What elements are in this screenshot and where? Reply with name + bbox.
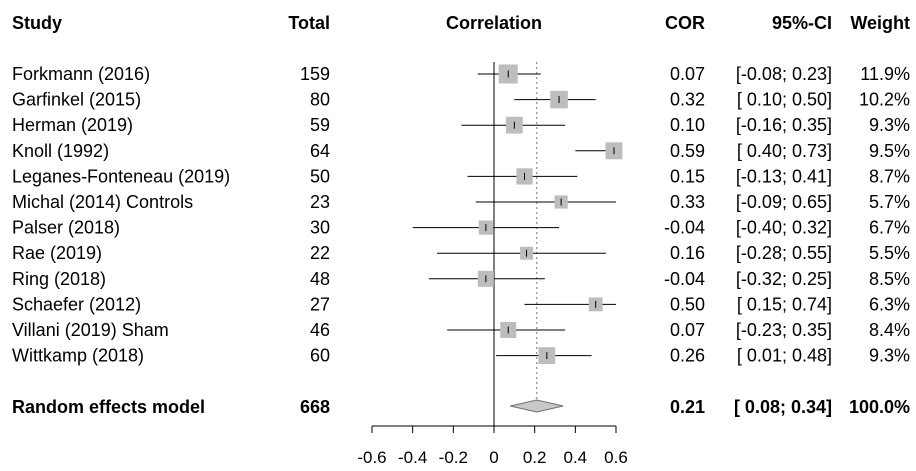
study-cor: -0.04 [664, 218, 705, 238]
study-weight: 10.2% [859, 90, 910, 110]
study-ci: [ 0.15; 0.74] [737, 294, 832, 314]
summary-ci: [ 0.08; 0.34] [734, 397, 832, 417]
study-row: Garfinkel (2015) 80 0.32 [ 0.10; 0.50] 10.2% [12, 90, 910, 110]
study-ci: [ 0.10; 0.50] [737, 90, 832, 110]
x-tick-label: 0.6 [604, 448, 628, 467]
study-ci: [-0.40; 0.32] [736, 218, 832, 238]
study-total: 80 [310, 90, 330, 110]
study-ci: [-0.08; 0.23] [736, 64, 832, 84]
study-name: Herman (2019) [12, 115, 133, 135]
study-cor: 0.26 [670, 346, 705, 366]
study-ci: [-0.32; 0.25] [736, 269, 832, 289]
study-cor: -0.04 [664, 269, 705, 289]
study-name: Garfinkel (2015) [12, 90, 141, 110]
study-cor: 0.15 [670, 166, 705, 186]
study-weight: 8.5% [869, 269, 910, 289]
study-weight: 5.7% [869, 192, 910, 212]
study-row: Wittkamp (2018) 60 0.26 [ 0.01; 0.48] 9.3% [12, 346, 910, 366]
study-name: Wittkamp (2018) [12, 346, 144, 366]
summary-cor: 0.21 [670, 397, 705, 417]
study-name: Leganes-Fonteneau (2019) [12, 166, 230, 186]
study-row: Leganes-Fonteneau (2019) 50 0.15 [-0.13; 0.… [12, 166, 910, 186]
x-axis: -0.6 -0.4 -0.2 0 0.2 0.4 0.6 [357, 425, 628, 467]
study-row: Palser (2018) 30 -0.04 [-0.40; 0.32] 6.7% [12, 218, 910, 238]
study-name: Ring (2018) [12, 269, 106, 289]
study-weight: 11.9% [860, 64, 910, 84]
study-name: Villani (2019) Sham [12, 320, 169, 340]
study-row: Michal (2014) Controls 23 0.33 [-0.09; 0.65… [12, 192, 910, 212]
study-total: 22 [310, 243, 330, 263]
summary-label: Random effects model [12, 397, 205, 417]
study-weight: 9.3% [869, 115, 910, 135]
study-ci: [-0.09; 0.65] [736, 192, 832, 212]
study-total: 46 [310, 320, 330, 340]
study-row: Ring (2018) 48 -0.04 [-0.32; 0.25] 8.5% [12, 269, 910, 289]
study-row: Knoll (1992) 64 0.59 [ 0.40; 0.73] 9.5% [12, 141, 910, 161]
study-weight: 8.4% [869, 320, 910, 340]
study-ci: [-0.16; 0.35] [736, 115, 832, 135]
study-weight: 6.3% [869, 294, 910, 314]
study-total: 48 [310, 269, 330, 289]
study-row: Schaefer (2012) 27 0.50 [ 0.15; 0.74] 6.3% [12, 294, 910, 314]
study-cor: 0.59 [670, 141, 705, 161]
header-correlation: Correlation [446, 13, 542, 33]
study-rows: Forkmann (2016) 159 0.07 [-0.08; 0.23] 11.9%… [12, 64, 910, 366]
summary-row: Random effects model 668 0.21 [ 0.08; 0.… [12, 397, 910, 417]
study-total: 60 [310, 346, 330, 366]
study-row: Rae (2019) 22 0.16 [-0.28; 0.55] 5.5% [12, 243, 910, 263]
header-weight: Weight [850, 13, 910, 33]
study-cor: 0.07 [670, 64, 705, 84]
study-weight: 8.7% [869, 166, 910, 186]
study-total: 27 [310, 294, 330, 314]
study-row: Forkmann (2016) 159 0.07 [-0.08; 0.23] 11.9% [12, 64, 910, 84]
study-name: Schaefer (2012) [12, 294, 141, 314]
study-name: Knoll (1992) [12, 141, 109, 161]
study-ci: [-0.23; 0.35] [736, 320, 832, 340]
study-ci: [ 0.01; 0.48] [737, 346, 832, 366]
study-cor: 0.10 [670, 115, 705, 135]
header-ci: 95%-CI [772, 13, 832, 33]
summary-total: 668 [300, 397, 330, 417]
study-cor: 0.50 [670, 294, 705, 314]
header-study: Study [12, 13, 62, 33]
header-cor: COR [665, 13, 705, 33]
study-weight: 6.7% [869, 218, 910, 238]
study-cor: 0.07 [670, 320, 705, 340]
summary-diamond [510, 399, 564, 413]
study-cor: 0.32 [670, 90, 705, 110]
study-total: 59 [310, 115, 330, 135]
study-total: 30 [310, 218, 330, 238]
study-name: Forkmann (2016) [12, 64, 150, 84]
x-tick-label: 0.4 [564, 448, 588, 467]
study-total: 64 [310, 141, 330, 161]
study-total: 23 [310, 192, 330, 212]
study-cor: 0.33 [670, 192, 705, 212]
study-name: Rae (2019) [12, 243, 102, 263]
study-weight: 9.3% [869, 346, 910, 366]
x-tick-label: -0.6 [357, 448, 386, 467]
study-total: 50 [310, 166, 330, 186]
x-tick-label: 0 [489, 448, 498, 467]
study-cor: 0.16 [670, 243, 705, 263]
x-tick-label: 0.2 [523, 448, 547, 467]
summary-weight: 100.0% [849, 397, 910, 417]
study-row: Herman (2019) 59 0.10 [-0.16; 0.35] 9.3% [12, 115, 910, 135]
study-weight: 9.5% [869, 141, 910, 161]
study-name: Michal (2014) Controls [12, 192, 193, 212]
header-total: Total [288, 13, 330, 33]
study-total: 159 [300, 64, 330, 84]
x-tick-label: -0.2 [439, 448, 468, 467]
study-row: Villani (2019) Sham 46 0.07 [-0.23; 0.35] 8.… [12, 320, 910, 340]
study-name: Palser (2018) [12, 218, 120, 238]
study-weight: 5.5% [869, 243, 910, 263]
study-ci: [-0.13; 0.41] [736, 166, 832, 186]
study-ci: [-0.28; 0.55] [736, 243, 832, 263]
x-tick-label: -0.4 [398, 448, 427, 467]
study-ci: [ 0.40; 0.73] [737, 141, 832, 161]
